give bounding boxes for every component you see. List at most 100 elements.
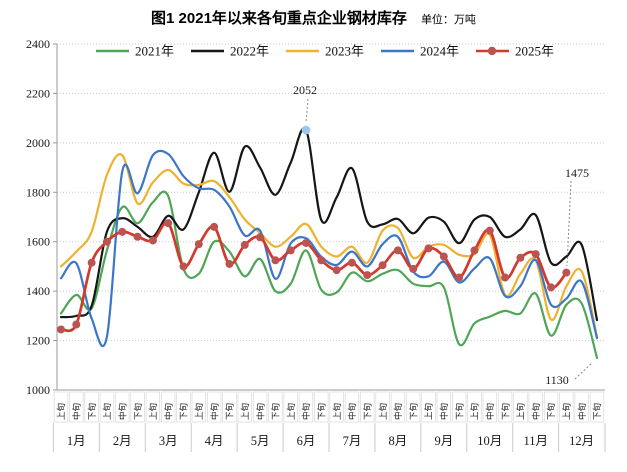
x-period-label: 下旬 (317, 403, 327, 420)
legend-marker-icon (487, 46, 497, 56)
data-point-marker (87, 258, 96, 267)
data-point-marker (133, 232, 142, 241)
y-tick-label: 2000 (26, 136, 50, 150)
data-point-marker (286, 246, 295, 255)
legend-item-1: 2022年 (191, 44, 269, 59)
x-month-label: 12月 (569, 434, 594, 448)
x-month-label: 1月 (67, 434, 86, 448)
x-period-label: 中旬 (531, 403, 541, 420)
data-point-marker (378, 261, 387, 270)
y-tick-label: 2200 (26, 86, 50, 100)
x-period-label: 上旬 (194, 403, 204, 420)
data-point-marker (501, 273, 510, 282)
y-gridlines (57, 43, 605, 342)
x-period-label: 上旬 (56, 403, 66, 420)
data-point-marker (531, 250, 540, 259)
x-period-label: 中旬 (209, 403, 219, 420)
x-period-label: 中旬 (485, 403, 495, 420)
data-point-marker (562, 268, 571, 277)
data-point-marker (424, 244, 433, 253)
y-tick-label: 1800 (26, 185, 50, 199)
series-2-line (59, 153, 599, 338)
x-period-label: 中旬 (72, 403, 82, 420)
x-month-label: 9月 (434, 434, 453, 448)
legend: 2021年 2022年 2023年 2024年 2025年 (96, 44, 554, 59)
x-period-label: 下旬 (592, 403, 602, 420)
chart-header: 图1 2021年以来各旬重点企业钢材库存 单位：万吨 (0, 7, 627, 28)
x-period-label: 上旬 (240, 403, 250, 420)
data-point-marker (516, 253, 525, 262)
y-tick-label: 2400 (26, 37, 50, 51)
legend-item-3: 2024年 (381, 44, 459, 59)
data-point-marker (439, 252, 448, 261)
legend-item-2: 2023年 (286, 44, 364, 59)
x-month-label: 8月 (389, 434, 408, 448)
data-point-marker (194, 240, 203, 249)
data-point-marker (455, 273, 464, 282)
x-period-label: 中旬 (301, 403, 311, 420)
x-period-label: 上旬 (516, 403, 526, 420)
x-month-label: 6月 (297, 434, 316, 448)
x-month-label: 2月 (113, 434, 132, 448)
annotation-label: 1475 (565, 166, 589, 180)
x-period-label: 上旬 (424, 403, 434, 420)
x-period-label: 下旬 (225, 403, 235, 420)
data-point-marker (409, 264, 418, 273)
legend-label: 2023年 (325, 44, 364, 59)
x-period-label: 上旬 (102, 403, 112, 420)
data-point-marker (210, 222, 219, 231)
x-month-label: 3月 (159, 434, 178, 448)
data-point-marker (148, 236, 157, 245)
legend-label: 2024年 (420, 44, 459, 59)
x-period-label: 中旬 (163, 403, 173, 420)
x-period-label: 上旬 (378, 403, 388, 420)
data-point-marker (332, 266, 341, 275)
data-point-marker (118, 227, 127, 236)
x-period-label: 下旬 (408, 403, 418, 420)
data-point-marker (256, 233, 265, 242)
x-period-label: 下旬 (546, 403, 556, 420)
data-point-marker (485, 226, 494, 235)
x-period-label: 下旬 (362, 403, 372, 420)
series-3-line (59, 149, 599, 347)
series-0-line (59, 190, 599, 359)
callout-dot (301, 125, 311, 135)
annotation-2052: 2052 (293, 83, 317, 135)
data-point-marker (240, 240, 249, 249)
x-month-label: 11月 (523, 434, 548, 448)
data-point-marker (317, 256, 326, 265)
data-point-marker (363, 271, 372, 280)
data-point-marker (179, 262, 188, 271)
x-period-label: 上旬 (562, 403, 572, 420)
data-point-marker (57, 325, 65, 334)
annotation-1475: 1475 (565, 166, 589, 267)
annotation-label: 1130 (545, 373, 569, 387)
data-point-marker (271, 256, 280, 265)
x-period-label: 下旬 (454, 403, 464, 420)
data-point-marker (164, 219, 173, 228)
data-point-marker (72, 320, 81, 329)
x-period-label: 中旬 (393, 403, 403, 420)
data-point-marker (470, 246, 479, 255)
legend-item-4: 2025年 (476, 44, 554, 59)
x-period-label: 上旬 (148, 403, 158, 420)
legend-label: 2025年 (515, 44, 554, 59)
x-period-label: 下旬 (179, 403, 189, 420)
x-period-label: 下旬 (133, 403, 143, 420)
data-point-marker (302, 238, 311, 247)
x-period-label: 上旬 (332, 403, 342, 420)
series-4-line (57, 219, 571, 334)
x-period-label: 中旬 (439, 403, 449, 420)
x-month-label: 4月 (205, 434, 224, 448)
data-point-marker (547, 283, 556, 292)
x-period-label: 中旬 (347, 403, 357, 420)
x-period-label: 下旬 (271, 403, 281, 420)
data-point-marker (347, 258, 356, 267)
x-period-label: 下旬 (87, 403, 97, 420)
chart-title: 图1 2021年以来各旬重点企业钢材库存 (151, 10, 407, 27)
legend-item-0: 2021年 (96, 44, 174, 59)
y-tick-label: 1400 (26, 284, 50, 298)
